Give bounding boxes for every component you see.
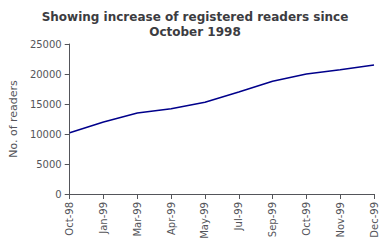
svg-text:0: 0 (55, 189, 61, 200)
svg-text:5000: 5000 (36, 159, 61, 170)
svg-text:Showing increase of registered: Showing increase of registered readers s… (42, 10, 349, 24)
svg-text:Oct-98: Oct-98 (64, 202, 75, 236)
svg-text:Nov-99: Nov-99 (335, 202, 346, 238)
svg-text:October 1998: October 1998 (149, 25, 241, 39)
svg-text:Sep-99: Sep-99 (267, 202, 278, 237)
svg-text:20000: 20000 (30, 69, 62, 80)
svg-text:No. of readers: No. of readers (7, 80, 20, 158)
svg-text:Oct-99: Oct-99 (301, 202, 312, 236)
svg-text:15000: 15000 (30, 99, 62, 110)
svg-text:May-99: May-99 (199, 202, 210, 239)
svg-text:Jan-99: Jan-99 (98, 202, 109, 235)
svg-text:25000: 25000 (30, 39, 62, 50)
svg-text:10000: 10000 (30, 129, 62, 140)
svg-text:Dec-99: Dec-99 (369, 202, 380, 238)
svg-text:Mar-99: Mar-99 (132, 202, 143, 237)
svg-text:Jul-99: Jul-99 (233, 202, 244, 231)
svg-text:Apr-99: Apr-99 (166, 202, 177, 235)
